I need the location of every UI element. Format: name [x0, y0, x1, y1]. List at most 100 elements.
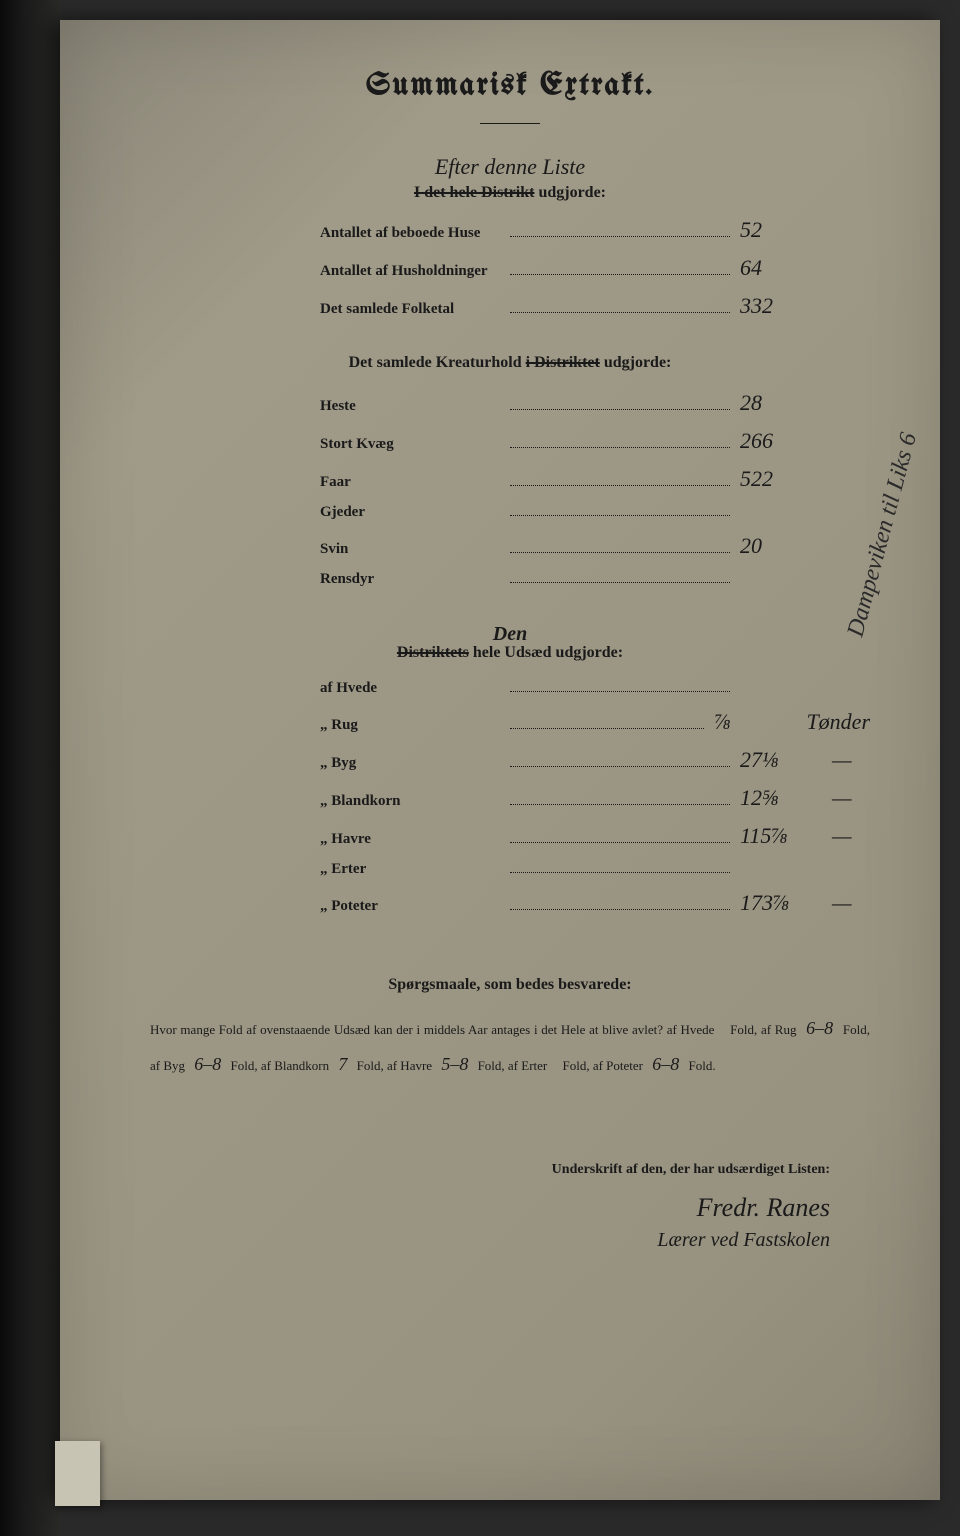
livestock-block: Heste 28 Stort Kvæg 266 Faar 522 Gjeder … — [150, 390, 870, 588]
leader-dots — [510, 515, 730, 516]
row-unit: Tønder — [806, 709, 870, 735]
q-intro: Hvor mange Fold af ovenstaaende Udsæd ka… — [150, 1022, 714, 1037]
sowing-row: „ Blandkorn 12⅝ — — [150, 785, 870, 811]
row-label: Antallet af beboede Huse — [320, 225, 500, 242]
row-value: 173⅞ — [740, 890, 820, 916]
leader-dots — [510, 766, 730, 767]
sowing-row: „ Erter — [150, 861, 870, 878]
row-unit: — — [832, 823, 852, 849]
row-label: Stort Kvæg — [320, 436, 500, 453]
row-value: 522 — [740, 466, 820, 492]
sowing-row: af Hvede — [150, 680, 870, 697]
q-blandkorn: 7 — [332, 1054, 353, 1074]
leader-dots — [510, 909, 730, 910]
row-label: Svin — [320, 541, 500, 558]
district-suffix: udgjorde: — [538, 184, 606, 201]
row-value: 28 — [740, 390, 820, 416]
row-label: „ Erter — [320, 861, 500, 878]
leader-dots — [510, 312, 730, 313]
leader-dots — [510, 804, 730, 805]
row-value: 27⅛ — [740, 747, 820, 773]
livestock-row: Rensdyr — [150, 571, 870, 588]
sowing-struck: Distriktets — [397, 644, 469, 661]
sowing-row: „ Rug ⅞ Tønder — [150, 709, 870, 735]
row-value: 20 — [740, 533, 820, 559]
row-label: Rensdyr — [320, 571, 500, 588]
sowing-row: „ Byg 27⅛ — — [150, 747, 870, 773]
livestock-row: Svin 20 — [150, 533, 870, 559]
sowing-suffix: hele Udsæd udgjorde: — [473, 644, 623, 661]
leader-dots — [510, 582, 730, 583]
row-value: 64 — [740, 255, 820, 281]
row-label: Faar — [320, 474, 500, 491]
row-value: 266 — [740, 428, 820, 454]
livestock-prefix: Det samlede Kreaturhold — [349, 354, 522, 371]
leader-dots — [510, 485, 730, 486]
sowing-header: Den Distriktets hele Udsæd udgjorde: — [150, 623, 870, 662]
row-label: „ Rug — [320, 717, 500, 734]
leader-dots — [510, 728, 704, 729]
signature-label: Underskrift af den, der har udsærdiget L… — [150, 1162, 830, 1178]
row-label: „ Byg — [320, 755, 500, 772]
row-unit: — — [832, 785, 852, 811]
row-value: 52 — [740, 217, 820, 243]
header-handwritten: Efter denne Liste — [150, 154, 870, 180]
page-title: Summarisk Extrakt. — [150, 70, 870, 103]
q-poteter: 6–8 — [646, 1054, 685, 1074]
row-value: 12⅝ — [740, 785, 820, 811]
book-binding — [0, 0, 60, 1536]
livestock-row: Gjeder — [150, 504, 870, 521]
sowing-row: „ Poteter 173⅞ — — [150, 890, 870, 916]
leader-dots — [510, 872, 730, 873]
row-label: Antallet af Husholdninger — [320, 263, 500, 280]
leader-dots — [510, 236, 730, 237]
q-hvede — [718, 1018, 730, 1038]
livestock-suffix: udgjorde: — [604, 354, 672, 371]
livestock-row: Heste 28 — [150, 390, 870, 416]
row-value: 115⅞ — [740, 823, 820, 849]
leader-dots — [510, 409, 730, 410]
leader-dots — [510, 552, 730, 553]
row-value: 332 — [740, 293, 820, 319]
page-tab-marker — [55, 1441, 100, 1506]
livestock-struck: i Distriktet — [526, 354, 600, 371]
signature-title: Lærer ved Fastskolen — [150, 1226, 830, 1254]
signature-section: Underskrift af den, der har udsærdiget L… — [150, 1162, 870, 1254]
population-row: Det samlede Folketal 332 — [150, 293, 870, 319]
livestock-row: Faar 522 — [150, 466, 870, 492]
questions-text: Hvor mange Fold af ovenstaaende Udsæd ka… — [150, 1010, 870, 1082]
row-label: Heste — [320, 398, 500, 415]
q-havre: 5–8 — [435, 1054, 474, 1074]
population-row: Antallet af beboede Huse 52 — [150, 217, 870, 243]
document-page: Summarisk Extrakt. Efter denne Liste I d… — [60, 20, 940, 1500]
sowing-hw-above: Den — [150, 623, 870, 646]
district-line: I det hele Distrikt udgjorde: — [150, 184, 870, 202]
title-underline — [480, 123, 540, 124]
row-unit: — — [832, 890, 852, 916]
leader-dots — [510, 842, 730, 843]
sowing-block: af Hvede „ Rug ⅞ Tønder „ Byg 27⅛ — „ Bl… — [150, 680, 870, 916]
population-row: Antallet af Husholdninger 64 — [150, 255, 870, 281]
livestock-header: Det samlede Kreaturhold i Distriktet udg… — [150, 354, 870, 372]
leader-dots — [510, 274, 730, 275]
signature-name: Fredr. Ranes — [150, 1190, 830, 1226]
row-label: Det samlede Folketal — [320, 301, 500, 318]
livestock-row: Stort Kvæg 266 — [150, 428, 870, 454]
sowing-row: „ Havre 115⅞ — — [150, 823, 870, 849]
questions-section: Spørgsmaale, som bedes besvarede: Hvor m… — [150, 976, 870, 1082]
row-unit: — — [832, 747, 852, 773]
q-erter — [550, 1054, 562, 1074]
population-block: Antallet af beboede Huse 52 Antallet af … — [150, 217, 870, 319]
row-label: „ Poteter — [320, 898, 500, 915]
row-label: Gjeder — [320, 504, 500, 521]
row-label: „ Havre — [320, 831, 500, 848]
row-value: ⅞ — [714, 709, 794, 735]
row-label: „ Blandkorn — [320, 793, 500, 810]
q-byg: 6–8 — [188, 1054, 227, 1074]
questions-header: Spørgsmaale, som bedes besvarede: — [150, 976, 870, 994]
leader-dots — [510, 447, 730, 448]
row-label: af Hvede — [320, 680, 500, 697]
leader-dots — [510, 691, 730, 692]
district-struck: I det hele Distrikt — [414, 184, 534, 201]
q-rug: 6–8 — [800, 1018, 839, 1038]
